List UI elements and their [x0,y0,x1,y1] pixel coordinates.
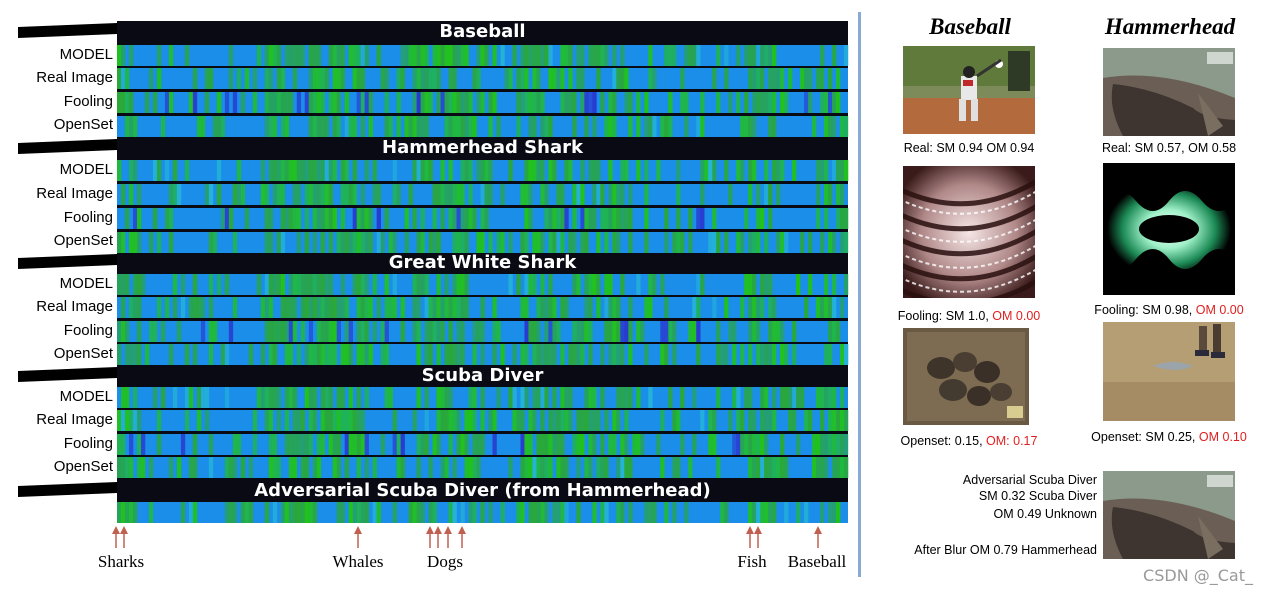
row-label-real-image: Real Image [36,298,113,315]
hammerhead-real-image [1103,48,1235,136]
watermark: CSDN @_Cat_ [1143,566,1253,585]
baseball-real-image [903,46,1035,134]
baseball-fooling-image [903,166,1035,298]
hammerhead-openset-caption: Openset: SM 0.25, OM 0.10 [1091,430,1247,444]
hammerhead-openset-image [1103,322,1235,421]
heatmap-strip [117,344,849,365]
heatmap-strip [117,208,849,229]
row-label-openset: OpenSet [53,116,113,133]
heatmap-strip [117,160,849,181]
heatmap-strip [117,502,848,523]
hammerhead-fooling-caption: Fooling: SM 0.98, OM 0.00 [1094,303,1244,317]
row-label-openset: OpenSet [53,232,113,249]
group-title-adversarial: Adversarial Scuba Diver (from Hammerhead… [254,480,711,501]
heatmap-strip [117,68,848,89]
row-label-fooling: Fooling [63,93,113,110]
category-arrow-head [444,526,452,534]
column-title-hammerhead: Hammerhead [1104,14,1236,39]
adversarial-image [1103,471,1235,559]
row-label-model: MODEL [59,275,113,292]
row-label-fooling: Fooling [63,435,113,452]
adversarial-line-3: OM 0.49 Unknown [993,507,1097,521]
group-title-hammerhead-shark: Hammerhead Shark [382,137,583,158]
row-label-fooling: Fooling [63,322,113,339]
heatmap-strip [117,387,848,408]
adversarial-line-4: After Blur OM 0.79 Hammerhead [914,543,1097,557]
activation-heatmap [18,21,849,548]
heatmap-strip [117,321,848,342]
heatmap-strip [117,434,849,455]
group-tab [18,254,117,269]
category-arrow-head [354,526,362,534]
adversarial-line-2: SM 0.32 Scuba Diver [978,489,1097,503]
heatmap-strip [117,45,849,66]
category-arrow-head [426,526,434,534]
row-label-model: MODEL [59,161,113,178]
adversarial-line-1: Adversarial Scuba Diver [962,473,1097,487]
hammerhead-fooling-om: OM 0.00 [1195,303,1244,317]
arrow-label-sharks: Sharks [97,552,145,571]
category-arrow-head [112,526,120,534]
row-label-fooling: Fooling [63,209,113,226]
baseball-real-caption: Real: SM 0.94 OM 0.94 [903,141,1035,155]
category-arrow-head [120,526,128,534]
category-arrow-head [754,526,762,534]
heatmap-strip [117,184,848,205]
baseball-openset-caption: Openset: 0.15, OM: 0.17 [900,434,1038,448]
heatmap-strip [117,457,849,478]
heatmap-strip [117,297,848,318]
heatmap-strip [117,410,849,431]
category-arrow-head [814,526,822,534]
panel-divider [858,12,861,577]
arrow-label-dogs: Dogs [427,552,463,571]
baseball-fooling-caption: Fooling: SM 1.0, OM 0.00 [897,309,1041,323]
group-tab [18,23,117,38]
row-label-openset: OpenSet [53,458,113,475]
category-arrow-head [458,526,466,534]
row-label-model: MODEL [59,388,113,405]
group-tab [18,367,117,382]
hammerhead-fooling-image [1103,163,1235,295]
row-label-openset: OpenSet [53,345,113,362]
heatmap-strip [117,232,849,253]
arrow-label-whales: Whales [332,552,384,571]
group-tab [18,139,117,154]
hammerhead-real-caption: Real: SM 0.57, OM 0.58 [1101,141,1237,155]
category-arrow-head [434,526,442,534]
row-label-real-image: Real Image [36,69,113,86]
hammerhead-openset-om: OM 0.10 [1198,430,1247,444]
group-title-scuba-diver: Scuba Diver [421,365,544,386]
baseball-fooling-om: OM 0.00 [992,309,1041,323]
row-label-model: MODEL [59,46,113,63]
group-title-baseball: Baseball [439,21,526,42]
group-title-great-white-shark: Great White Shark [388,252,577,273]
column-title-baseball: Baseball [929,14,1011,39]
heatmap-strip [117,116,849,137]
baseball-openset-image [903,328,1029,425]
baseball-openset-om: OM: 0.17 [986,434,1038,448]
group-tab [18,482,117,497]
row-label-real-image: Real Image [36,185,113,202]
arrow-label-baseball: Baseball [787,552,847,571]
row-label-real-image: Real Image [36,411,113,428]
heatmap-strip [117,274,849,295]
category-arrow-head [746,526,754,534]
heatmap-strip [117,92,848,113]
arrow-label-fish: Fish [737,552,767,571]
